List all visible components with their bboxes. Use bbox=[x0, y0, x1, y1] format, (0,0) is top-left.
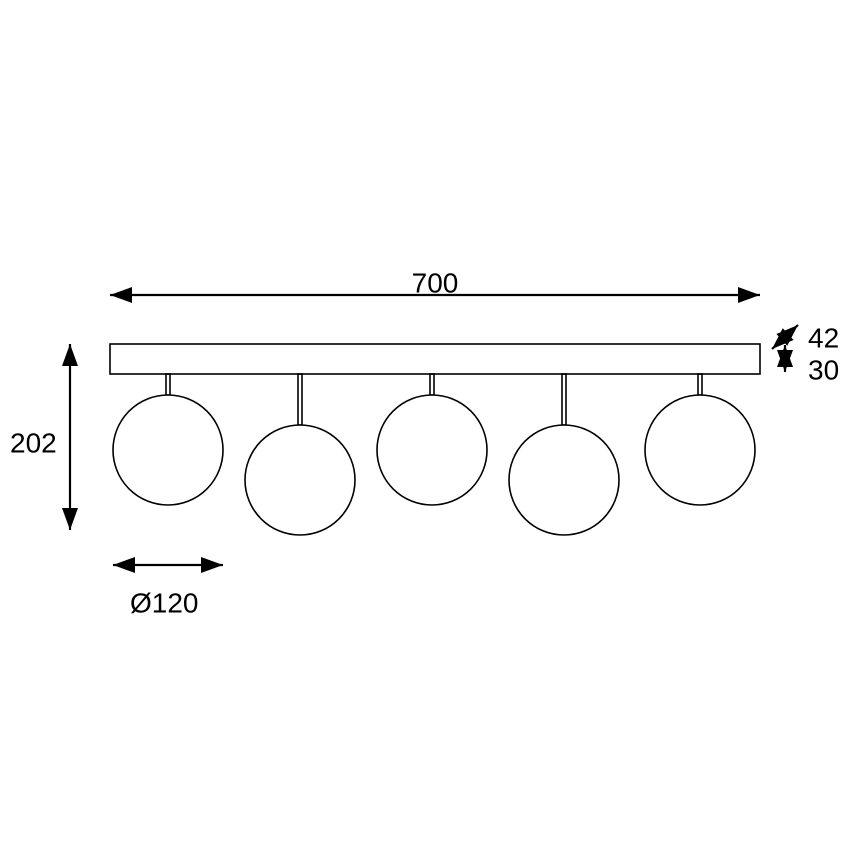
mounting-bar bbox=[110, 344, 760, 374]
dim-width-label: 700 bbox=[412, 267, 459, 298]
dim-thickness-label: 30 bbox=[808, 354, 839, 385]
dim-depth-label: 42 bbox=[808, 322, 839, 353]
globe bbox=[645, 395, 755, 505]
globe bbox=[245, 425, 355, 535]
globe-stem bbox=[430, 374, 434, 395]
dim-diameter-label: Ø120 bbox=[130, 587, 199, 618]
globe bbox=[113, 395, 223, 505]
globe-stem bbox=[298, 374, 302, 425]
dim-height-label: 202 bbox=[10, 427, 57, 458]
globe-stem bbox=[166, 374, 170, 395]
globe bbox=[377, 395, 487, 505]
globe-stem bbox=[698, 374, 702, 395]
globe-stem bbox=[562, 374, 566, 425]
globe bbox=[509, 425, 619, 535]
